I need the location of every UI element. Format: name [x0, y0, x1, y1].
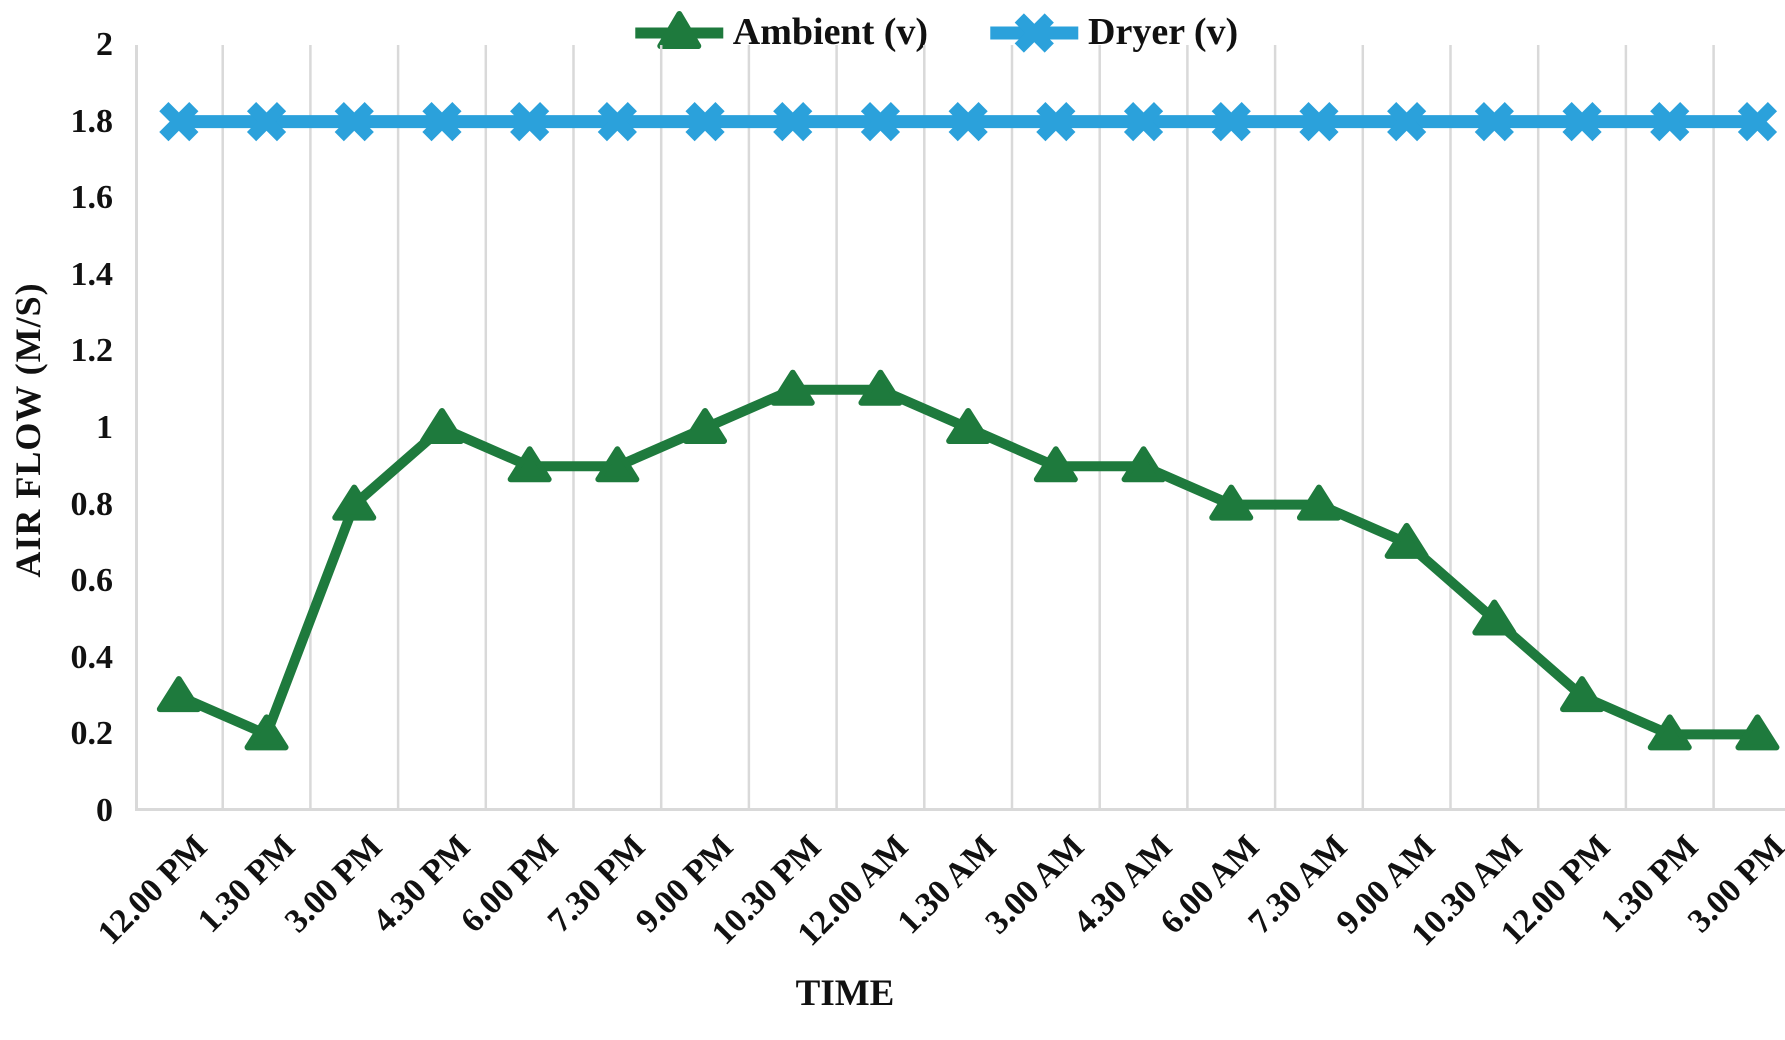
dryer-series-marker [1036, 102, 1076, 142]
y-tick-label: 1.4 [70, 255, 114, 293]
x-tick-label: 3.00 PM [278, 828, 390, 940]
y-tick-label: 1.2 [70, 332, 114, 370]
dryer-series-marker [1211, 102, 1251, 142]
ambient-series-marker [1472, 599, 1517, 636]
legend-item-dryer: Dryer (v) [986, 6, 1238, 58]
x-tick-label: 1.30 AM [890, 828, 1004, 942]
ambient-series-marker [858, 369, 903, 406]
dryer-series-marker [246, 102, 287, 142]
dryer-series-marker [334, 102, 374, 142]
plot-area [135, 45, 1785, 811]
x-tick-label: 6.00 PM [453, 828, 566, 940]
chart-legend: Ambient (v) Dryer (v) [631, 6, 1238, 58]
x-axis-title: TIME [795, 973, 895, 1014]
dryer-series-marker [159, 102, 199, 142]
dryer-series-marker [948, 102, 988, 142]
x-tick-label: 4.30 PM [365, 828, 478, 940]
legend-item-ambient: Ambient (v) [631, 6, 928, 58]
dryer-series-marker [1562, 102, 1602, 142]
ambient-series-marker [244, 714, 289, 751]
dryer-series-marker [1474, 102, 1514, 142]
dryer-series-marker [1123, 102, 1164, 142]
y-tick-label: 1.8 [70, 102, 114, 140]
ambient-series-marker [1296, 484, 1341, 521]
dryer-legend-marker-icon [990, 13, 1079, 53]
ambient-series-marker [507, 446, 552, 483]
y-tick-label: 0 [96, 792, 113, 829]
dryer-series-marker [422, 102, 462, 142]
x-tick-label: 3.00 AM [978, 828, 1092, 942]
x-tick-label: 12.00 PM [90, 828, 215, 952]
ambient-series-marker [156, 676, 201, 713]
x-tick-labels: 12.00 PM 1.30 PM 3.00 PM 4.30 PM 6.00 PM 7.30… [91, 811, 1785, 991]
dryer-series-marker [1387, 102, 1427, 142]
legend-label-dryer: Dryer (v) [1088, 11, 1239, 53]
ambient-series-marker [1209, 484, 1254, 521]
y-tick-label: 1 [96, 409, 113, 446]
ambient-series-marker [1560, 676, 1605, 713]
dryer-series-marker [1650, 102, 1690, 142]
y-tick-label: 0.2 [70, 715, 114, 753]
y-tick-label: 0.6 [70, 562, 114, 600]
ambient-legend-marker-icon [634, 11, 723, 49]
x-tick-label: 7.30 AM [1241, 828, 1355, 942]
x-tick-label: 7.30 PM [541, 828, 653, 940]
ambient-series-marker [770, 369, 815, 406]
ambient-series-marker [683, 408, 728, 444]
ambient-series-marker [419, 408, 464, 444]
dryer-series-marker [860, 102, 901, 142]
dryer-series-marker [685, 102, 725, 142]
dryer-series-marker [597, 102, 637, 142]
ambient-series-marker [1033, 446, 1078, 483]
dryer-series-marker [1299, 102, 1339, 142]
ambient-series-marker [1647, 714, 1692, 751]
ambient-series-marker [1384, 522, 1429, 559]
ambient-series-marker [332, 484, 377, 521]
ambient-series-marker [946, 408, 991, 444]
y-tick-labels: 2 1.8 1.6 1.4 1.2 1 0.8 0.6 0.4 0.2 0 [0, 26, 125, 829]
x-tick-label: 1.30 PM [190, 828, 303, 940]
ambient-series-marker [595, 446, 640, 483]
ambient-series-marker [1735, 714, 1780, 751]
legend-label-ambient: Ambient (v) [732, 11, 929, 53]
dryer-series-marker [510, 102, 550, 142]
ambient-series-marker [1121, 446, 1166, 483]
x-tick-label: 1.30 PM [1593, 828, 1706, 940]
plot-svg [135, 45, 1785, 811]
dryer-series-marker [773, 102, 813, 142]
y-tick-label: 2 [96, 26, 113, 63]
y-tick-label: 1.6 [70, 179, 114, 217]
y-tick-label: 0.8 [70, 485, 114, 523]
dryer-series-marker [1737, 102, 1778, 142]
y-tick-label: 0.4 [70, 638, 114, 676]
